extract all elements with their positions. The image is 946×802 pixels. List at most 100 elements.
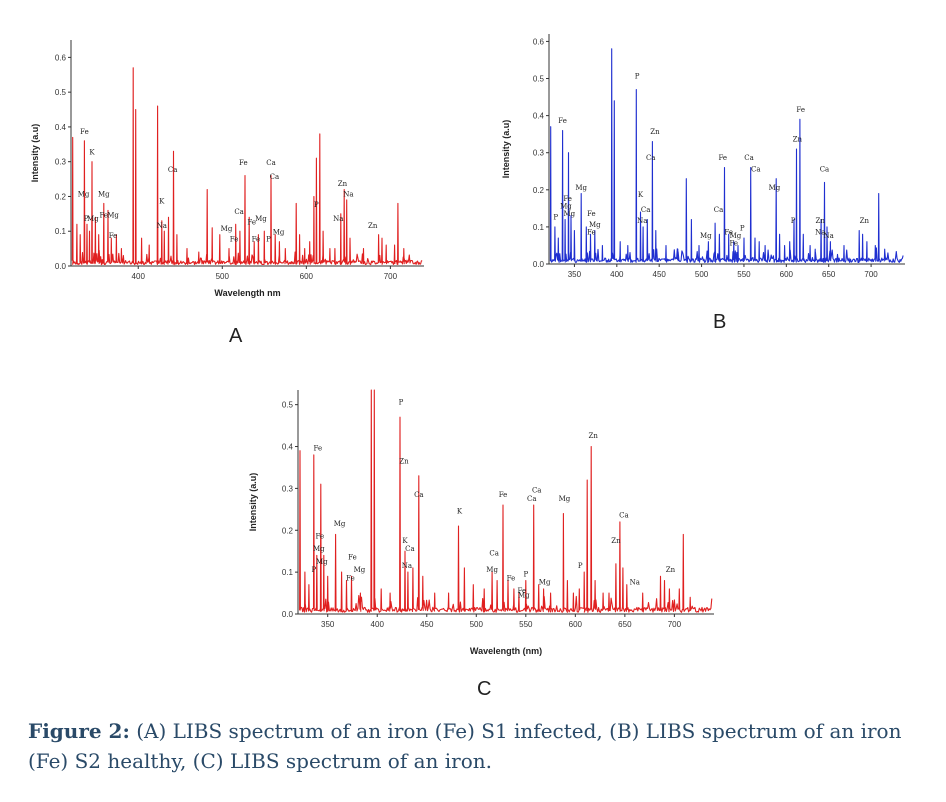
peak-label: Na (630, 579, 640, 587)
peak-label: Mg (107, 211, 119, 219)
peak-label: Mg (354, 566, 366, 574)
peak-label: Fe (252, 236, 261, 244)
peak-label: Fe (239, 159, 248, 167)
spectrum-line (71, 67, 423, 266)
x-tick-label: 450 (653, 270, 667, 279)
peak-label: Mg (486, 566, 498, 574)
peak-label: Zn (588, 432, 598, 440)
peak-label: Na (333, 215, 343, 223)
x-tick-label: 700 (864, 270, 878, 279)
peak-label: Ca (168, 166, 178, 174)
x-tick-label: 600 (780, 270, 794, 279)
peak-label: Ca (820, 165, 830, 173)
y-tick-label: 0.0 (533, 260, 545, 269)
peak-label: P (523, 570, 528, 578)
peak-label: Na (157, 222, 167, 230)
peak-label: Mg (316, 558, 328, 566)
peak-label: Ca (489, 549, 499, 557)
peak-label: Ca (266, 159, 276, 167)
y-tick-label: 0.5 (533, 75, 545, 84)
x-tick-label: 700 (384, 272, 398, 281)
chart-panel-b: 0.0 0.1 0.2 0.3 0.4 0.5 0.6 350 400 450 500 550 600 6… (497, 26, 917, 301)
spectrum-chart-c: 0.0 0.1 0.2 0.3 0.4 0.5 350 400 450 500 550 600 650 7… (248, 389, 714, 656)
peak-label: Fe (230, 236, 239, 244)
peak-label: Na (343, 190, 353, 198)
x-axis-title: Wavelength (nm) (470, 646, 542, 656)
peak-label: Fe (718, 154, 727, 162)
peak-label: Na (815, 228, 825, 236)
peak-label: Mg (539, 579, 551, 587)
peak-label: Mg (273, 229, 285, 237)
peak-label: Mg (559, 495, 571, 503)
peak-label: K (457, 508, 463, 516)
peak-label: Ca (270, 173, 280, 181)
peak-label: P (740, 225, 745, 233)
peak-label: Fe (724, 228, 733, 236)
peak-label: Fe (80, 128, 89, 136)
x-tick-label: 600 (569, 620, 583, 629)
peak-label: Mg (560, 202, 572, 210)
peak-label: P (553, 213, 558, 221)
peak-label: Fe (563, 195, 572, 203)
figure-caption-label: Figure 2: (28, 719, 130, 743)
x-tick-label: 550 (519, 620, 533, 629)
x-tick-label: 550 (737, 270, 751, 279)
peak-label: Mg (589, 221, 601, 229)
peak-label: Ca (619, 512, 629, 520)
peak-label: Zn (611, 537, 621, 545)
peak-label: Fe (346, 575, 355, 583)
y-tick-label: 0.1 (533, 223, 545, 232)
chart-panel-c: 0.0 0.1 0.2 0.3 0.4 0.5 350 400 450 500 550 600 650 7… (240, 378, 725, 668)
y-tick-label: 0.4 (533, 112, 545, 121)
y-tick-label: 0.2 (533, 186, 545, 195)
peak-label: Ca (714, 206, 724, 214)
peak-label: P (84, 215, 89, 223)
peak-label: Na (402, 562, 412, 570)
figure-caption: Figure 2: (A) LIBS spectrum of an iron (… (28, 716, 928, 776)
peak-label: Zn (793, 136, 803, 144)
peak-label: P (266, 236, 271, 244)
x-tick-label: 700 (668, 620, 682, 629)
peak-label: Mg (98, 190, 110, 198)
panel-label-a: A (229, 325, 243, 347)
peak-label: Mg (255, 215, 267, 223)
peak-label: Zn (368, 222, 378, 230)
x-tick-label: 400 (610, 270, 624, 279)
peak-label: Mg (575, 184, 587, 192)
peak-label: Mg (730, 232, 742, 240)
peak-label: Mg (700, 232, 712, 240)
peak-label: Ca (414, 491, 424, 499)
figure-caption-text: (A) LIBS spectrum of an iron (Fe) S1 inf… (28, 719, 902, 773)
peak-label: Fe (587, 228, 596, 236)
x-tick-label: 350 (321, 620, 335, 629)
y-tick-label: 0.3 (533, 149, 545, 158)
y-tick-label: 0.3 (282, 484, 294, 493)
peak-label: Zn (650, 128, 660, 136)
peak-label: Mg (518, 591, 530, 599)
peak-label: Zn (816, 217, 826, 225)
x-tick-label: 650 (618, 620, 632, 629)
spectrum-line (549, 48, 904, 264)
peak-label: Fe (348, 554, 357, 562)
y-tick-label: 0.6 (533, 37, 545, 46)
peak-label: Zn (338, 180, 348, 188)
x-tick-label: 350 (568, 270, 582, 279)
peak-label: Na (824, 232, 834, 240)
peak-label: Ca (527, 495, 537, 503)
peak-label: P (311, 566, 316, 574)
peak-label: Fe (109, 232, 118, 240)
peak-label: Fe (587, 210, 596, 218)
peak-label: Fe (796, 106, 805, 114)
x-tick-label: 500 (470, 620, 484, 629)
x-tick-label: 400 (132, 272, 146, 281)
y-tick-label: 0.3 (55, 158, 67, 167)
peak-label: Fe (729, 239, 738, 247)
peak-label: Ca (532, 487, 542, 495)
peak-label: Mg (564, 210, 576, 218)
panel-label-b: B (713, 311, 727, 333)
peak-label: Mg (334, 520, 346, 528)
peak-label: P (791, 217, 796, 225)
y-tick-label: 0.5 (282, 401, 294, 410)
y-tick-label: 0.2 (282, 526, 294, 535)
x-tick-label: 400 (371, 620, 385, 629)
